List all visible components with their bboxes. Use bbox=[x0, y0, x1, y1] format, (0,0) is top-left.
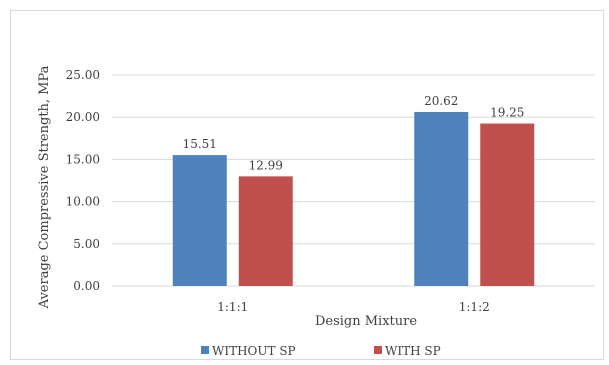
data-label: 15.51 bbox=[183, 137, 217, 151]
bars bbox=[172, 111, 535, 287]
bar-without-sp bbox=[414, 111, 469, 287]
y-tick-label: 0.00 bbox=[73, 279, 100, 293]
data-label: 20.62 bbox=[424, 94, 458, 108]
x-tick-label: 1:1:2 bbox=[459, 300, 490, 314]
y-axis-title: Average Compressive Strength, MPa bbox=[37, 65, 52, 309]
bar-with-sp bbox=[238, 176, 293, 286]
x-tick-label: 1:1:1 bbox=[217, 300, 248, 314]
legend-label: WITHOUT SP bbox=[212, 344, 296, 358]
data-label: 12.99 bbox=[249, 158, 283, 172]
legend-item: WITHOUT SP bbox=[201, 344, 296, 358]
legend-swatch bbox=[374, 346, 382, 354]
y-axis-ticks: 0.00 5.00 10.00 15.00 20.00 25.00 bbox=[66, 68, 100, 293]
y-tick-label: 5.00 bbox=[73, 237, 100, 251]
y-tick-label: 15.00 bbox=[66, 152, 100, 166]
bar-without-sp bbox=[172, 155, 227, 286]
data-labels: 15.51 12.99 20.62 19.25 bbox=[183, 94, 525, 172]
legend-item: WITH SP bbox=[374, 344, 441, 358]
y-tick-label: 25.00 bbox=[66, 68, 100, 82]
bar-with-sp bbox=[480, 123, 535, 286]
x-axis-ticks: 1:1:1 1:1:2 bbox=[217, 300, 490, 314]
legend-label: WITH SP bbox=[385, 344, 441, 358]
legend-swatch bbox=[201, 346, 209, 354]
y-tick-label: 20.00 bbox=[66, 110, 100, 124]
legend: WITHOUT SP WITH SP bbox=[201, 344, 441, 358]
y-tick-label: 10.00 bbox=[66, 195, 100, 209]
data-label: 19.25 bbox=[490, 106, 524, 120]
x-axis-title: Design Mixture bbox=[315, 314, 417, 329]
